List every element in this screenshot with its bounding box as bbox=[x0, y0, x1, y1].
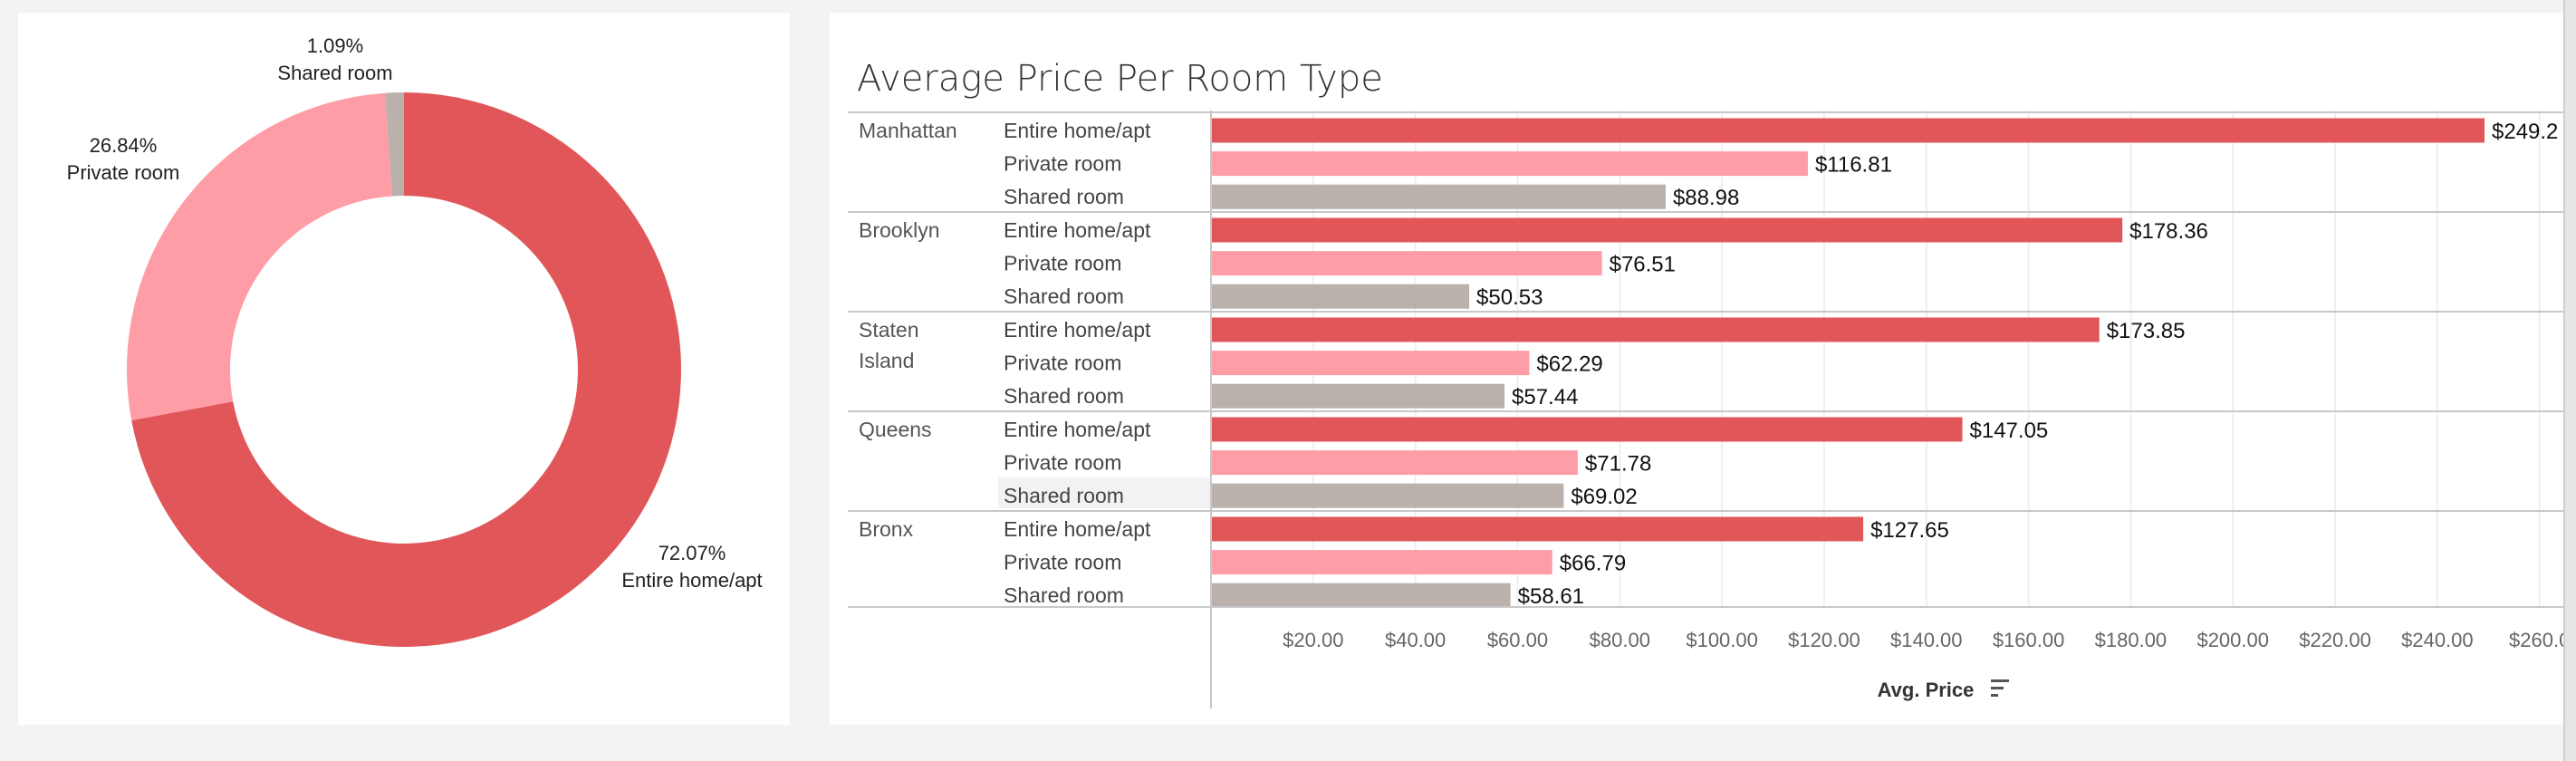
tick-label: $20.00 bbox=[1283, 629, 1343, 651]
bar-value-label: $116.81 bbox=[1815, 153, 1892, 178]
tick-label: $120.00 bbox=[1788, 629, 1860, 651]
bar[interactable] bbox=[1211, 184, 1666, 209]
room-type-label: Shared room bbox=[1004, 484, 1124, 507]
bar-value-label: $62.29 bbox=[1536, 352, 1602, 377]
x-axis-title: Avg. Price bbox=[1878, 679, 1975, 701]
bar[interactable] bbox=[1211, 383, 1505, 409]
bar-value-label: $249.2 bbox=[2492, 120, 2558, 144]
tick-label: $240.00 bbox=[2401, 629, 2474, 651]
donut-slice-shared-room[interactable] bbox=[385, 92, 404, 197]
tick-label: $260.0 bbox=[2509, 629, 2567, 651]
bar[interactable] bbox=[1211, 251, 1602, 276]
room-type-label: Private room bbox=[1004, 352, 1121, 375]
bar-value-label: $178.36 bbox=[2129, 219, 2208, 244]
room-type-label: Private room bbox=[1004, 451, 1121, 475]
bar[interactable] bbox=[1211, 450, 1578, 476]
bar-value-label: $127.65 bbox=[1870, 518, 1949, 543]
tick-label: $60.00 bbox=[1487, 629, 1548, 651]
bar-value-label: $173.85 bbox=[2107, 319, 2186, 343]
bar-value-label: $147.05 bbox=[1970, 419, 2049, 443]
bar[interactable] bbox=[1211, 217, 2123, 243]
room-type-label: Private room bbox=[1004, 551, 1121, 574]
bar-value-label: $66.79 bbox=[1560, 552, 1626, 576]
room-type-label: Private room bbox=[1004, 252, 1121, 275]
room-type-label: Shared room bbox=[1004, 583, 1124, 607]
bar[interactable] bbox=[1211, 583, 1511, 608]
donut-category-label: Private room bbox=[67, 161, 180, 184]
sort-descending-icon[interactable] bbox=[1991, 679, 2009, 697]
borough-label: Staten bbox=[859, 318, 919, 342]
tick-label: $40.00 bbox=[1385, 629, 1446, 651]
bar[interactable] bbox=[1211, 550, 1552, 575]
bar[interactable] bbox=[1211, 151, 1808, 177]
bar[interactable] bbox=[1211, 317, 2100, 342]
room-type-label: Shared room bbox=[1004, 384, 1124, 408]
borough-label: Queens bbox=[859, 418, 932, 441]
bar[interactable] bbox=[1211, 284, 1470, 309]
tick-label: $180.00 bbox=[2095, 629, 2167, 651]
window-edge bbox=[2563, 0, 2576, 761]
room-type-label: Entire home/apt bbox=[1004, 517, 1151, 541]
room-type-label: Private room bbox=[1004, 152, 1121, 176]
tick-label: $80.00 bbox=[1590, 629, 1650, 651]
donut-slice-private-room[interactable] bbox=[127, 92, 392, 421]
bar-value-label: $69.02 bbox=[1571, 485, 1637, 509]
donut-category-label: Entire home/apt bbox=[621, 569, 762, 592]
tick-label: $140.00 bbox=[1890, 629, 1963, 651]
tick-label: $160.00 bbox=[1993, 629, 2065, 651]
bar[interactable] bbox=[1211, 483, 1564, 508]
room-type-label: Entire home/apt bbox=[1004, 418, 1151, 441]
borough-label: Manhattan bbox=[859, 119, 957, 142]
borough-label: Brooklyn bbox=[859, 218, 939, 242]
bar-value-label: $57.44 bbox=[1512, 385, 1578, 409]
borough-label: Island bbox=[859, 349, 914, 372]
bar-value-label: $50.53 bbox=[1476, 285, 1543, 310]
donut-percent-label: 72.07% bbox=[658, 542, 726, 564]
bar[interactable] bbox=[1211, 118, 2485, 143]
bar-chart-panel: Average Price Per Room Type Manhattan Ent… bbox=[830, 13, 2567, 725]
tick-label: $100.00 bbox=[1686, 629, 1758, 651]
room-type-label: Shared room bbox=[1004, 185, 1124, 208]
donut-chart: 72.07% Entire home/apt 26.84% Private room 1… bbox=[67, 34, 763, 647]
highlighted-cell bbox=[998, 477, 1210, 509]
room-type-label: Shared room bbox=[1004, 284, 1124, 308]
bar[interactable] bbox=[1211, 351, 1530, 376]
chart-title: Average Price Per Room Type bbox=[857, 58, 1383, 100]
room-type-label: Entire home/apt bbox=[1004, 318, 1151, 342]
donut-percent-label: 1.09% bbox=[307, 34, 363, 57]
tick-label: $220.00 bbox=[2299, 629, 2371, 651]
bar-value-label: $76.51 bbox=[1610, 253, 1676, 277]
bar[interactable] bbox=[1211, 417, 1963, 442]
borough-label: Bronx bbox=[859, 517, 914, 541]
donut-percent-label: 26.84% bbox=[90, 134, 158, 157]
bar-value-label: $88.98 bbox=[1673, 186, 1739, 210]
donut-chart-panel: 72.07% Entire home/apt 26.84% Private room 1… bbox=[18, 13, 790, 725]
donut-slice-entire-home-apt[interactable] bbox=[131, 92, 681, 647]
bar-value-label: $58.61 bbox=[1518, 584, 1584, 609]
bar-value-label: $71.78 bbox=[1585, 452, 1651, 477]
room-type-label: Entire home/apt bbox=[1004, 218, 1151, 242]
donut-category-label: Shared room bbox=[277, 62, 392, 84]
bar-chart: Average Price Per Room Type Manhattan Ent… bbox=[848, 58, 2567, 708]
tick-label: $200.00 bbox=[2196, 629, 2269, 651]
bar[interactable] bbox=[1211, 516, 1864, 542]
room-type-label: Entire home/apt bbox=[1004, 119, 1151, 142]
